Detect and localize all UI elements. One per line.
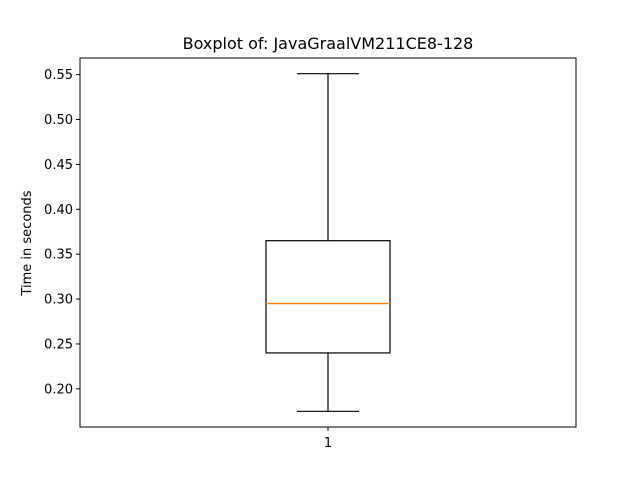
y-tick-label: 0.55 [44, 68, 73, 83]
iqr-box [265, 240, 391, 354]
y-tick-label: 0.25 [44, 337, 73, 352]
chart-title: Boxplot of: JavaGraalVM211CE8-128 [183, 34, 474, 53]
y-tick-label: 0.35 [44, 248, 73, 263]
y-tick-label: 0.45 [44, 158, 73, 173]
x-axis-ticks: 1 [324, 427, 332, 451]
y-tick-label: 0.20 [44, 382, 73, 397]
x-tick-label: 1 [324, 436, 332, 451]
y-axis-label: Time in seconds [20, 190, 35, 296]
plot-area-frame [79, 57, 577, 428]
box-group [265, 73, 391, 412]
y-tick-label: 0.40 [44, 203, 73, 218]
y-tick-label: 0.50 [44, 113, 73, 128]
y-tick-label: 0.30 [44, 293, 73, 308]
y-axis-ticks: 0.20 0.25 0.30 0.35 0.40 0.45 0.50 0.55 [44, 68, 80, 397]
